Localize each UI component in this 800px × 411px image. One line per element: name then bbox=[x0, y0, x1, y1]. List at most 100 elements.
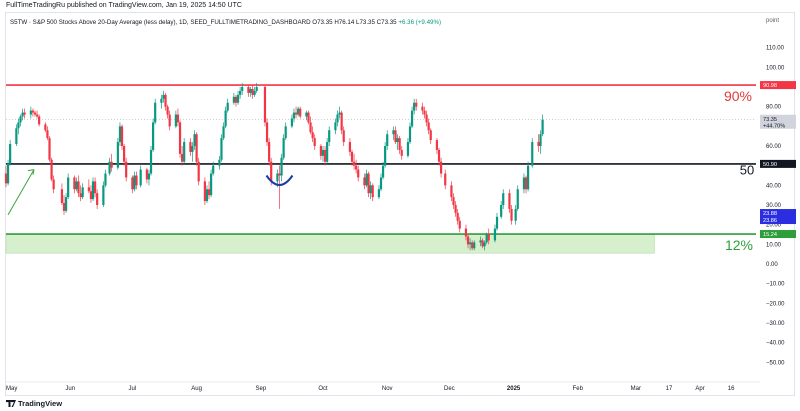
candle-body bbox=[539, 134, 542, 146]
candle-body bbox=[46, 130, 49, 139]
candle-body bbox=[458, 220, 461, 229]
candle-body bbox=[437, 149, 441, 162]
candle-body bbox=[485, 234, 488, 243]
y-tick-label: −10.00 bbox=[766, 282, 785, 288]
candle-body bbox=[135, 175, 138, 186]
candle-body bbox=[464, 228, 468, 237]
candle-body bbox=[450, 185, 453, 198]
candle-body bbox=[193, 134, 196, 146]
candle-body bbox=[21, 112, 24, 117]
x-tick-label: Jun bbox=[65, 386, 75, 392]
candle-body bbox=[531, 142, 534, 166]
candle-body bbox=[176, 114, 180, 123]
x-tick-label: 17 bbox=[666, 386, 673, 392]
upper-percent-annotation: 90% bbox=[724, 88, 752, 104]
candle-body bbox=[299, 108, 302, 117]
candle-body bbox=[79, 193, 82, 198]
candle-body bbox=[427, 122, 430, 131]
candle-body bbox=[4, 173, 8, 184]
candle-body bbox=[377, 189, 381, 198]
y-tick-label: 40.00 bbox=[766, 183, 782, 189]
candle-body bbox=[371, 185, 374, 198]
x-tick-label: Dec bbox=[444, 386, 455, 392]
candle-body bbox=[326, 142, 329, 162]
indicator-tag-2: 23.86 bbox=[763, 218, 777, 224]
candle-body bbox=[282, 138, 285, 158]
candle-body bbox=[102, 185, 105, 205]
candle-body bbox=[168, 114, 171, 127]
candle-body bbox=[328, 130, 331, 143]
candle-body bbox=[207, 189, 211, 196]
candle-body bbox=[338, 112, 341, 115]
y-tick-label: −40.00 bbox=[766, 341, 785, 347]
trend-arrow-line bbox=[7, 169, 35, 216]
candle-body bbox=[294, 112, 298, 115]
bottom-arc-drawing bbox=[265, 174, 294, 186]
candle-body bbox=[241, 87, 244, 91]
candle-body bbox=[234, 96, 238, 103]
support-zone bbox=[5, 233, 655, 254]
candle-body bbox=[514, 208, 517, 221]
publish-info: FullTimeTradingRu published on TradingVi… bbox=[6, 2, 242, 9]
candle-body bbox=[218, 159, 221, 166]
y-tick-label: 30.00 bbox=[766, 203, 782, 209]
candle-body bbox=[174, 114, 177, 127]
current-price-tag-bg bbox=[760, 114, 796, 129]
x-tick-label: Jul bbox=[129, 386, 137, 392]
candle-body bbox=[309, 122, 312, 133]
candle-body bbox=[116, 142, 119, 168]
candle-body bbox=[466, 236, 470, 245]
upper-level-price-tag-bg bbox=[760, 81, 796, 90]
lower-level-price-tag: 15.24 bbox=[763, 232, 777, 238]
chart-frame bbox=[5, 12, 795, 396]
candle-body bbox=[392, 130, 395, 135]
candle-body bbox=[502, 193, 505, 205]
candle-body bbox=[305, 112, 308, 117]
mid-value-annotation: 50 bbox=[740, 163, 754, 178]
candle-body bbox=[334, 122, 337, 131]
candle-body bbox=[110, 161, 113, 168]
candle-body bbox=[396, 138, 399, 143]
ohlc-high: H76.14 bbox=[334, 19, 355, 26]
candle-body bbox=[365, 173, 368, 186]
y-tick-label: 10.00 bbox=[766, 242, 782, 248]
candle-body bbox=[340, 112, 343, 131]
tradingview-brand[interactable]: TradingView bbox=[6, 399, 62, 408]
candle-body bbox=[522, 177, 526, 190]
upper-level-price-tag: 90.98 bbox=[763, 83, 777, 89]
candle-body bbox=[487, 234, 490, 241]
brand-text: TradingView bbox=[18, 399, 63, 408]
candle-body bbox=[348, 142, 352, 152]
current-price-tag: 73.35 bbox=[763, 117, 777, 123]
candle-body bbox=[104, 173, 107, 186]
candle-body bbox=[290, 118, 294, 127]
current-change-tag: +44.70% bbox=[763, 124, 785, 130]
candle-body bbox=[15, 128, 18, 145]
candle-body bbox=[352, 161, 356, 166]
candle-body bbox=[493, 228, 497, 241]
candle-body bbox=[255, 87, 258, 91]
candle-body bbox=[81, 187, 84, 198]
trend-arrow-head bbox=[27, 169, 35, 175]
x-tick-label: May bbox=[6, 386, 17, 392]
candle-body bbox=[276, 173, 279, 182]
candle-body bbox=[270, 161, 273, 182]
candle-body bbox=[60, 189, 64, 204]
candle-body bbox=[386, 134, 389, 146]
candle-body bbox=[87, 187, 90, 192]
candle-body bbox=[313, 138, 316, 146]
candle-body bbox=[413, 102, 416, 111]
candle-body bbox=[384, 146, 387, 166]
candle-body bbox=[510, 208, 513, 221]
candle-body bbox=[537, 142, 540, 146]
candle-body bbox=[381, 165, 385, 178]
candle-body bbox=[495, 216, 499, 229]
candle-body bbox=[541, 119, 544, 135]
ohlc-close: C73.35 bbox=[376, 19, 397, 26]
candle-body bbox=[357, 169, 360, 178]
candle-body bbox=[355, 165, 358, 170]
lower-percent-annotation: 12% bbox=[725, 237, 753, 253]
candle-body bbox=[398, 138, 401, 150]
x-tick-label: Feb bbox=[573, 386, 584, 392]
